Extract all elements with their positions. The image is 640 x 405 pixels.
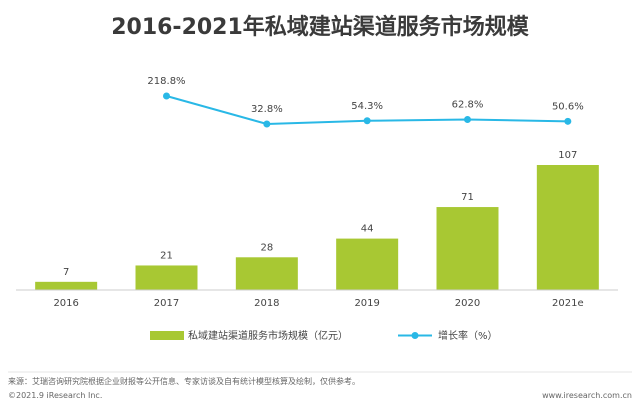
x-tick-label-2017: 2017 [154, 298, 179, 309]
bar-value-label-2019: 44 [361, 224, 374, 235]
growth-point-2020 [464, 115, 471, 123]
bar-value-label-2021e: 107 [558, 150, 577, 161]
bar-2021e [536, 165, 599, 290]
legend: 私域建站渠道服务市场规模（亿元） 增长率（%） [150, 329, 498, 342]
growth-label-2020: 62.8% [452, 99, 484, 110]
bar-value-label-2020: 71 [461, 192, 474, 203]
bar-layer: 7 21 28 44 71 107 [35, 150, 599, 290]
bar-2020 [436, 207, 499, 290]
bar-value-label-2017: 21 [160, 250, 173, 261]
chart-title: 2016-2021年私域建站渠道服务市场规模 [111, 14, 530, 40]
legend-line-marker [411, 332, 419, 339]
x-tick-label-2016: 2016 [53, 298, 78, 309]
bar-2019 [336, 238, 399, 290]
growth-label-2019: 54.3% [351, 101, 383, 112]
legend-line-label: 增长率（%） [438, 329, 498, 342]
growth-label-2017: 218.8% [147, 76, 185, 87]
growth-label-2021e: 50.6% [552, 101, 584, 112]
x-tick-label-2020: 2020 [455, 298, 480, 309]
source-note: 来源：艾瑞咨询研究院根据企业财报等公开信息、专家访谈及自有统计模型核算及绘制，仅… [8, 376, 360, 386]
x-tick-layer: 2016 2017 2018 2019 2020 2021e [53, 298, 583, 309]
x-tick-label-2021e: 2021e [552, 298, 584, 309]
bar-2018 [235, 257, 298, 290]
growth-point-2019 [363, 117, 371, 125]
bar-2016 [35, 281, 98, 290]
growth-point-2017 [163, 92, 170, 100]
x-tick-label-2018: 2018 [254, 298, 279, 309]
legend-bar-label: 私域建站渠道服务市场规模（亿元） [188, 329, 348, 342]
legend-bar-swatch [150, 331, 184, 340]
bar-2017 [135, 265, 198, 290]
growth-point-2018 [263, 120, 271, 128]
growth-label-2018: 32.8% [251, 104, 283, 115]
growth-point-2021e [564, 117, 572, 125]
x-tick-label-2019: 2019 [354, 298, 379, 309]
website-text: www.iresearch.com.cn [542, 391, 632, 400]
bar-value-label-2018: 28 [260, 242, 273, 253]
copyright-text: ©2021.9 iResearch Inc. [8, 391, 102, 400]
bar-value-label-2016: 7 [63, 267, 69, 278]
growth-line-layer: 218.8% 32.8% 54.3% 62.8% 50.6% [147, 76, 584, 128]
